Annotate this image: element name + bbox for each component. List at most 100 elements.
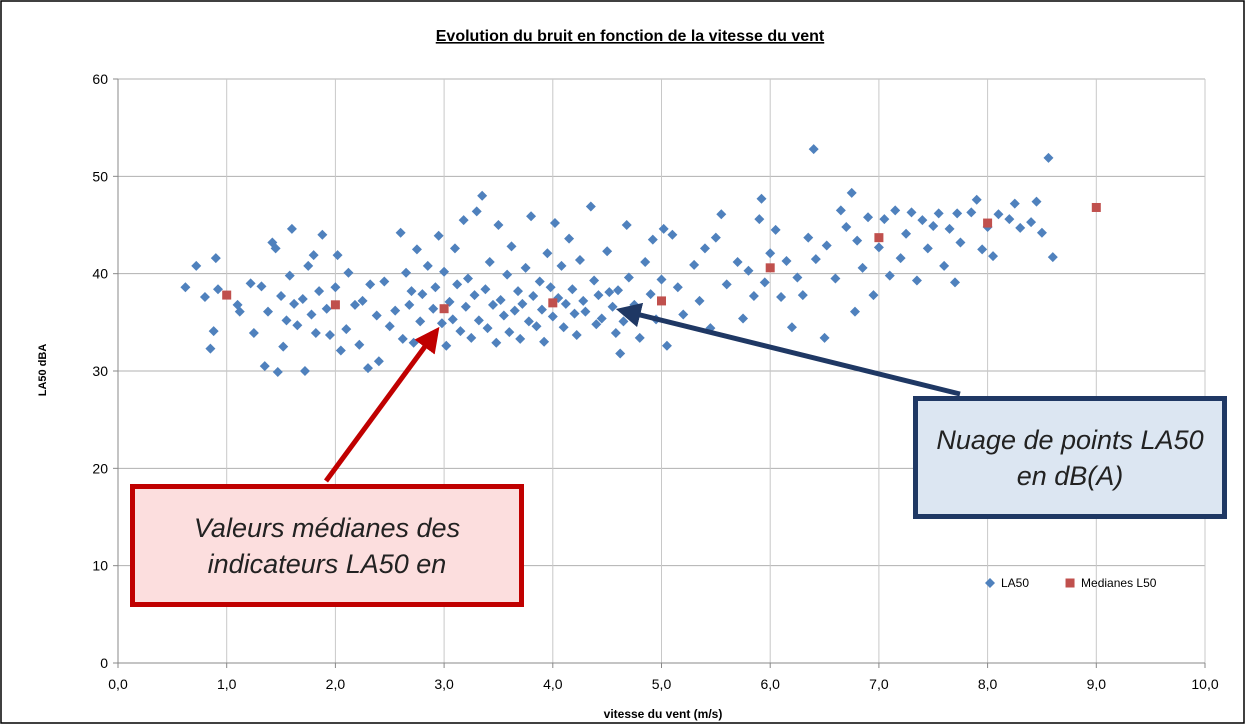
point bbox=[491, 337, 502, 348]
point bbox=[756, 193, 767, 204]
point bbox=[971, 194, 982, 205]
point bbox=[672, 282, 683, 293]
point bbox=[263, 306, 274, 317]
point bbox=[765, 248, 776, 259]
point bbox=[520, 262, 531, 273]
point bbox=[754, 214, 765, 225]
point bbox=[770, 224, 781, 235]
point bbox=[1091, 202, 1101, 212]
x-tick-label: 9,0 bbox=[1087, 676, 1107, 692]
point bbox=[1036, 227, 1047, 238]
point bbox=[270, 243, 281, 254]
point bbox=[539, 336, 550, 347]
point bbox=[1004, 214, 1015, 225]
point bbox=[365, 279, 376, 290]
point bbox=[430, 282, 441, 293]
point bbox=[523, 316, 534, 327]
point bbox=[873, 242, 884, 253]
point bbox=[330, 300, 340, 310]
point bbox=[306, 309, 317, 320]
x-tick-label: 10,0 bbox=[1191, 676, 1218, 692]
point bbox=[502, 269, 513, 280]
point bbox=[944, 223, 955, 234]
point bbox=[810, 254, 821, 265]
point bbox=[506, 241, 517, 252]
point bbox=[797, 290, 808, 301]
point bbox=[536, 304, 547, 315]
point bbox=[841, 221, 852, 232]
point bbox=[879, 214, 890, 225]
point bbox=[439, 304, 449, 314]
point bbox=[952, 208, 963, 219]
point bbox=[567, 284, 578, 295]
point bbox=[776, 292, 787, 303]
point bbox=[939, 260, 950, 271]
point bbox=[852, 235, 863, 246]
point bbox=[759, 277, 770, 288]
point bbox=[868, 290, 879, 301]
point bbox=[710, 232, 721, 243]
point bbox=[498, 310, 509, 321]
point bbox=[545, 282, 556, 293]
point bbox=[558, 322, 569, 333]
y-tick-label: 40 bbox=[92, 266, 108, 282]
point bbox=[449, 243, 460, 254]
point bbox=[781, 256, 792, 267]
point bbox=[513, 286, 524, 297]
point bbox=[484, 256, 495, 267]
point bbox=[610, 328, 621, 339]
point bbox=[574, 255, 585, 266]
point bbox=[447, 314, 458, 325]
x-tick-label: 5,0 bbox=[652, 676, 672, 692]
point bbox=[721, 279, 732, 290]
point bbox=[578, 295, 589, 306]
point bbox=[404, 299, 415, 310]
point bbox=[441, 340, 452, 351]
point bbox=[895, 253, 906, 264]
point bbox=[658, 223, 669, 234]
point bbox=[983, 218, 993, 228]
annotation-box: Valeurs médianes des indicateurs LA50 en bbox=[130, 484, 524, 607]
point bbox=[480, 284, 491, 295]
point bbox=[748, 291, 759, 302]
point bbox=[589, 275, 600, 286]
point bbox=[531, 321, 542, 332]
point bbox=[593, 290, 604, 301]
point bbox=[585, 201, 596, 212]
point bbox=[278, 341, 289, 352]
point bbox=[874, 233, 884, 243]
point bbox=[471, 206, 482, 217]
point bbox=[439, 266, 450, 277]
legend-marker bbox=[985, 578, 995, 588]
point bbox=[276, 291, 287, 302]
point bbox=[493, 220, 504, 230]
point bbox=[621, 220, 632, 230]
point bbox=[332, 250, 343, 261]
point bbox=[284, 270, 295, 281]
point bbox=[477, 190, 488, 201]
point bbox=[623, 272, 634, 283]
point bbox=[234, 306, 245, 317]
point bbox=[645, 289, 656, 300]
point bbox=[401, 267, 412, 278]
y-tick-label: 60 bbox=[92, 71, 108, 87]
point bbox=[564, 233, 575, 244]
x-tick-label: 6,0 bbox=[760, 676, 780, 692]
point bbox=[528, 291, 539, 302]
point bbox=[699, 243, 710, 254]
point bbox=[549, 218, 560, 229]
point bbox=[433, 230, 444, 241]
point bbox=[933, 208, 944, 219]
point bbox=[857, 262, 868, 273]
point bbox=[890, 205, 901, 216]
point bbox=[821, 240, 832, 251]
x-tick-label: 7,0 bbox=[869, 676, 889, 692]
point bbox=[191, 260, 202, 271]
point bbox=[436, 318, 447, 329]
x-tick-label: 3,0 bbox=[434, 676, 454, 692]
point bbox=[473, 315, 484, 326]
point bbox=[208, 326, 219, 337]
point bbox=[604, 287, 615, 298]
